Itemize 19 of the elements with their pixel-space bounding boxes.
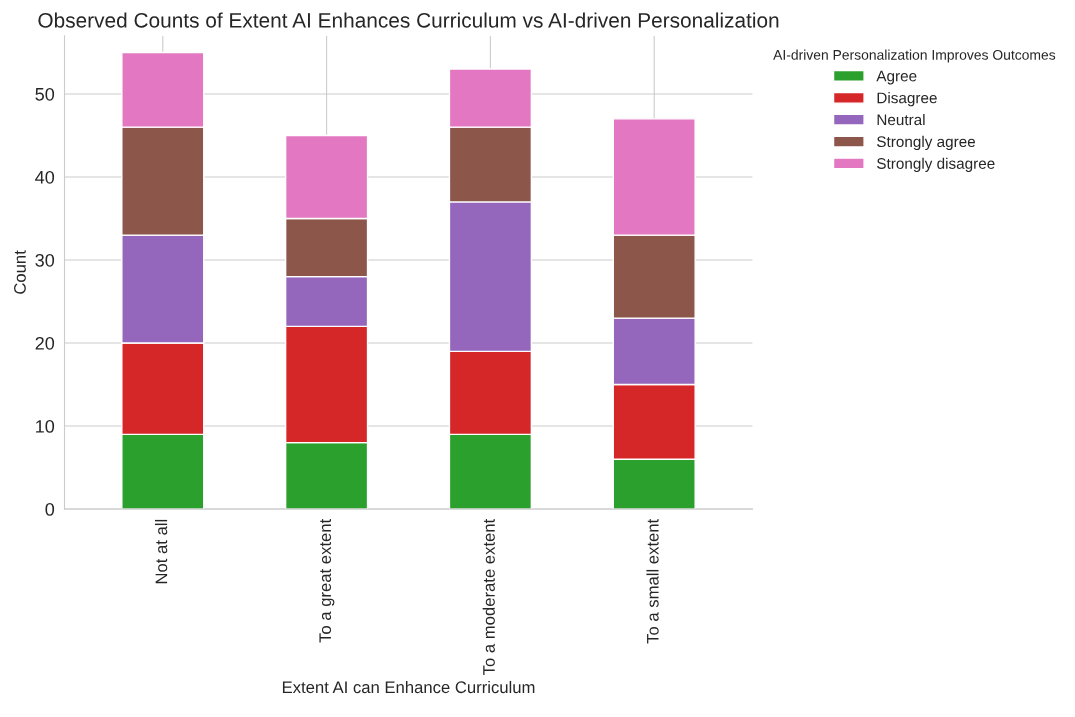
x-tick-label: To a small extent	[646, 518, 659, 644]
x-tick-label: To a moderate extent	[482, 518, 495, 675]
legend-label: Strongly agree	[877, 135, 976, 151]
y-axis-title: Count	[14, 250, 26, 294]
y-tick-label: 40	[35, 170, 55, 184]
legend-label: Strongly disagree	[877, 157, 995, 172]
y-tick-label: 10	[36, 419, 55, 433]
y-tick-label: 30	[35, 253, 55, 267]
y-tick-label: 50	[35, 87, 55, 101]
legend-label: Neutral	[877, 113, 925, 126]
y-tick-label: 0	[45, 503, 55, 516]
legend-label: Disagree	[877, 92, 937, 107]
legend-title: AI-driven Personalization Improves Outcomes	[773, 49, 1056, 63]
x-tick-label: Not at all	[155, 519, 168, 584]
y-tick-label: 20	[35, 336, 55, 350]
x-axis-title: Extent AI can Enhance Curriculum	[282, 680, 535, 694]
chart-title: Observed Counts of Extent AI Enhances Curriculum vs AI-driven Personalization	[38, 12, 779, 28]
legend-label: Agree	[876, 70, 917, 85]
x-tick-label: To a great extent	[319, 518, 335, 643]
